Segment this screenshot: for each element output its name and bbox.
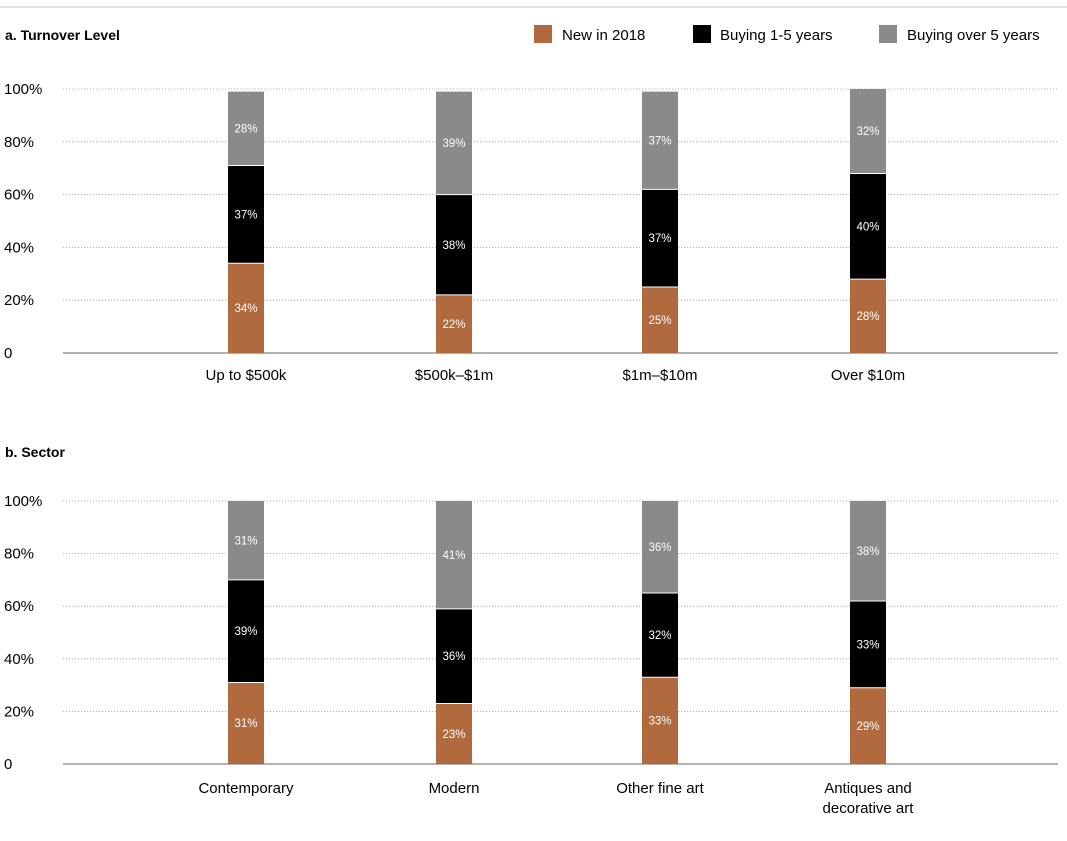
x-tick-label-line: decorative art bbox=[823, 800, 915, 817]
chart-panel-a: a. Turnover Level 0 20% 40% 60% 80% 100% 34% 37%… bbox=[4, 25, 1058, 384]
data-label: 31% bbox=[234, 535, 257, 547]
legend: New in 2018 Buying 1-5 years Buying over 5… bbox=[534, 25, 1040, 44]
bar-segment bbox=[228, 579, 264, 683]
x-tick-label: Antiques and decorative art bbox=[823, 780, 915, 817]
y-tick-label: 20% bbox=[4, 703, 34, 720]
y-tick-label: 80% bbox=[4, 134, 34, 151]
bar-segment bbox=[436, 91, 472, 195]
bar-segment bbox=[436, 294, 472, 353]
bar-segment bbox=[850, 600, 886, 688]
y-tick-label: 60% bbox=[4, 598, 34, 615]
bar-segment bbox=[850, 173, 886, 280]
x-tick-label-line: Antiques and bbox=[824, 780, 912, 797]
data-label: 31% bbox=[234, 718, 257, 730]
x-tick-label: Modern bbox=[429, 780, 480, 797]
data-label: 33% bbox=[648, 716, 671, 728]
data-label: 37% bbox=[648, 135, 671, 147]
y-tick-label: 40% bbox=[4, 651, 34, 668]
data-label: 37% bbox=[234, 209, 257, 221]
data-label: 39% bbox=[442, 138, 465, 150]
data-label: 32% bbox=[648, 630, 671, 642]
x-tick-label: Contemporary bbox=[198, 780, 294, 797]
bar-segment bbox=[850, 279, 886, 353]
legend-swatch bbox=[693, 25, 711, 43]
data-label: 39% bbox=[234, 626, 257, 638]
data-label: 37% bbox=[648, 233, 671, 245]
y-tick-label: 20% bbox=[4, 292, 34, 309]
legend-swatch bbox=[879, 25, 897, 43]
x-tick-label: $1m–$10m bbox=[622, 367, 697, 384]
legend-swatch bbox=[534, 25, 552, 43]
bar-segment bbox=[642, 501, 678, 594]
legend-label: Buying over 5 years bbox=[907, 27, 1040, 44]
data-label: 41% bbox=[442, 550, 465, 562]
data-label: 34% bbox=[234, 303, 257, 315]
x-tick-label-line: $1m–$10m bbox=[622, 367, 697, 384]
x-tick-label-line: $500k–$1m bbox=[415, 367, 493, 384]
bar-segment bbox=[642, 91, 678, 190]
bar-segment bbox=[436, 608, 472, 704]
x-tick-label-line: Modern bbox=[429, 780, 480, 797]
bar-segment bbox=[228, 682, 264, 764]
data-label: 22% bbox=[442, 319, 465, 331]
x-tick-label: Up to $500k bbox=[206, 367, 287, 384]
bar-segment bbox=[850, 89, 886, 174]
data-label: 28% bbox=[856, 311, 879, 323]
bar-segment bbox=[436, 501, 472, 609]
data-label: 32% bbox=[856, 126, 879, 138]
y-tick-label: 100% bbox=[4, 493, 42, 510]
data-label: 23% bbox=[442, 729, 465, 741]
bar-segment bbox=[228, 91, 264, 166]
x-tick-label-line: Contemporary bbox=[198, 780, 294, 797]
bar-segment bbox=[642, 593, 678, 678]
data-label: 25% bbox=[648, 315, 671, 327]
bar-segment bbox=[228, 501, 264, 580]
y-tick-label: 100% bbox=[4, 81, 42, 98]
y-tick-label: 80% bbox=[4, 546, 34, 563]
bar-segment bbox=[436, 194, 472, 295]
data-label: 36% bbox=[442, 651, 465, 663]
bar-segment bbox=[642, 677, 678, 764]
data-label: 36% bbox=[648, 542, 671, 554]
chart-panel-b: b. Sector 0 20% 40% 60% 80% 100% 31% 39% 31% Conte… bbox=[4, 444, 1058, 817]
bar-segment bbox=[228, 263, 264, 353]
x-tick-label-line: Over $10m bbox=[831, 367, 905, 384]
data-label: 38% bbox=[442, 240, 465, 252]
x-tick-label: Other fine art bbox=[616, 780, 704, 797]
chart-title: b. Sector bbox=[5, 444, 65, 460]
legend-label: Buying 1-5 years bbox=[720, 27, 833, 44]
y-tick-label: 60% bbox=[4, 187, 34, 204]
x-tick-label: Over $10m bbox=[831, 367, 905, 384]
x-tick-label-line: Other fine art bbox=[616, 780, 704, 797]
chart-panels: a. Turnover Level 0 20% 40% 60% 80% 100% 34% 37%… bbox=[4, 25, 1058, 817]
bar-segment bbox=[228, 165, 264, 264]
bar-segment bbox=[642, 287, 678, 353]
x-tick-label-line: Up to $500k bbox=[206, 367, 287, 384]
data-label: 28% bbox=[234, 124, 257, 136]
x-tick-label: $500k–$1m bbox=[415, 367, 493, 384]
data-label: 33% bbox=[856, 639, 879, 651]
bar-segment bbox=[850, 501, 886, 601]
data-label: 38% bbox=[856, 546, 879, 558]
legend-label: New in 2018 bbox=[562, 27, 645, 44]
bar-segment bbox=[436, 703, 472, 764]
chart-title: a. Turnover Level bbox=[5, 27, 120, 43]
data-label: 29% bbox=[856, 721, 879, 733]
bar-segment bbox=[642, 189, 678, 287]
y-tick-label: 40% bbox=[4, 239, 34, 256]
bar-segment bbox=[850, 687, 886, 764]
data-label: 40% bbox=[856, 221, 879, 233]
y-tick-label: 0 bbox=[4, 756, 12, 773]
y-tick-label: 0 bbox=[4, 345, 12, 362]
